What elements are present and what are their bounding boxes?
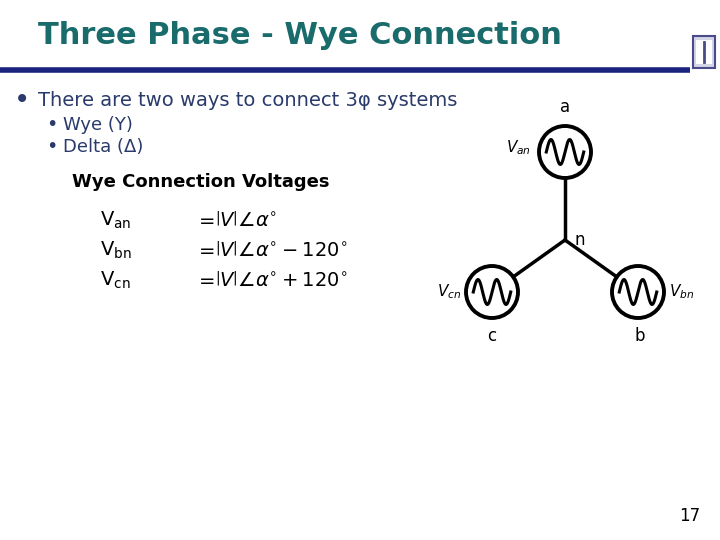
Text: Delta (Δ): Delta (Δ): [63, 138, 143, 156]
Text: b: b: [635, 327, 645, 345]
Text: a: a: [560, 98, 570, 116]
Circle shape: [612, 266, 664, 318]
Text: $=$: $=$: [195, 271, 215, 289]
Text: $=$: $=$: [195, 240, 215, 260]
Text: Three Phase - Wye Connection: Three Phase - Wye Connection: [38, 21, 562, 50]
Text: •: •: [46, 138, 58, 157]
Text: n: n: [575, 231, 585, 249]
Text: There are two ways to connect 3φ systems: There are two ways to connect 3φ systems: [38, 91, 457, 110]
Text: 17: 17: [679, 507, 700, 525]
Text: $\mathrm{V}_{\mathrm{bn}}$: $\mathrm{V}_{\mathrm{bn}}$: [100, 239, 132, 261]
Text: $=$: $=$: [195, 211, 215, 229]
Text: $\left|V\right|\angle\alpha^{\circ}$: $\left|V\right|\angle\alpha^{\circ}$: [215, 211, 277, 229]
Text: $V_{bn}$: $V_{bn}$: [669, 282, 694, 301]
Text: Wye Connection Voltages: Wye Connection Voltages: [72, 173, 330, 191]
Text: •: •: [46, 116, 58, 134]
Text: $\mathrm{V}_{\mathrm{an}}$: $\mathrm{V}_{\mathrm{an}}$: [100, 210, 132, 231]
Text: Wye (Y): Wye (Y): [63, 116, 133, 134]
Bar: [696, 40, 712, 64]
Circle shape: [539, 126, 591, 178]
Text: $\mathrm{V}_{\mathrm{cn}}$: $\mathrm{V}_{\mathrm{cn}}$: [100, 269, 130, 291]
Text: $V_{an}$: $V_{an}$: [506, 139, 531, 157]
Bar: [693, 36, 715, 68]
Text: c: c: [487, 327, 497, 345]
Text: •: •: [14, 86, 30, 114]
Text: $V_{cn}$: $V_{cn}$: [437, 282, 461, 301]
Text: $\left|V\right|\angle\alpha^{\circ}-120^{\circ}$: $\left|V\right|\angle\alpha^{\circ}-120^…: [215, 240, 348, 260]
Text: $\left|V\right|\angle\alpha^{\circ}+120^{\circ}$: $\left|V\right|\angle\alpha^{\circ}+120^…: [215, 271, 348, 289]
Circle shape: [466, 266, 518, 318]
